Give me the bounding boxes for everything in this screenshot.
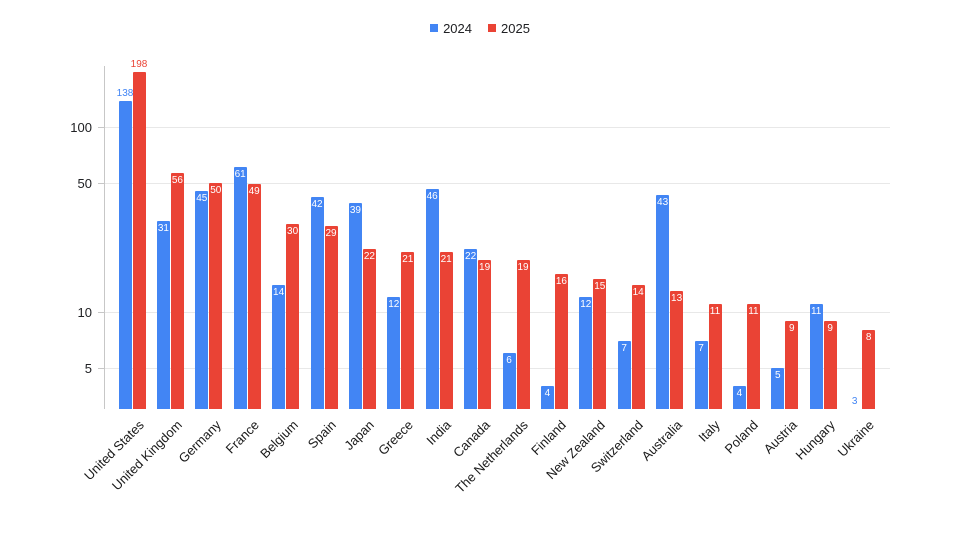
chart-legend: 2024 2025 xyxy=(0,20,960,36)
bar-2024-Hungary[interactable] xyxy=(809,304,823,409)
bar-2024-United Kingdom[interactable] xyxy=(156,221,170,409)
bar-2024-Austria[interactable] xyxy=(771,367,785,409)
bar-2025-Italy[interactable] xyxy=(708,304,722,409)
bar-2025-Germany[interactable] xyxy=(209,182,223,409)
bar-2024-Germany[interactable] xyxy=(195,191,209,409)
bar-2024-Belgium[interactable] xyxy=(272,285,286,409)
bar-2025-Switzerland[interactable] xyxy=(631,285,645,409)
bar-2025-France[interactable] xyxy=(247,184,261,409)
bar-2024-Finland[interactable] xyxy=(540,385,554,409)
bar-value-2025-United States: 198 xyxy=(130,58,148,70)
bar-2025-United States[interactable] xyxy=(132,71,146,409)
gridline-5 xyxy=(104,367,890,369)
legend-swatch-2024 xyxy=(430,24,439,32)
gridline-50 xyxy=(104,182,890,184)
y-tick-mark-5 xyxy=(98,367,104,369)
gridline-100 xyxy=(104,126,890,128)
bar-2025-New Zealand[interactable] xyxy=(593,279,607,409)
bar-2024-United States[interactable] xyxy=(118,100,132,409)
bar-2025-Hungary[interactable] xyxy=(823,320,837,409)
bar-2024-Italy[interactable] xyxy=(694,340,708,409)
y-tick-mark-10 xyxy=(98,312,104,314)
legend-item-2025[interactable]: 2025 xyxy=(488,21,530,36)
bar-2024-Spain[interactable] xyxy=(310,196,324,409)
bar-2025-Austria[interactable] xyxy=(785,320,799,409)
bar-2025-Canada[interactable] xyxy=(478,260,492,409)
bar-2025-Greece[interactable] xyxy=(401,252,415,409)
y-tick-label-50: 50 xyxy=(77,175,92,191)
bar-2024-Canada[interactable] xyxy=(464,248,478,409)
bar-2025-United Kingdom[interactable] xyxy=(170,173,184,409)
bar-2025-Poland[interactable] xyxy=(746,304,760,409)
bar-2024-India[interactable] xyxy=(425,189,439,409)
y-tick-label-5: 5 xyxy=(84,360,92,376)
bar-2024-Poland[interactable] xyxy=(732,385,746,409)
legend-label: 2024 xyxy=(443,20,472,36)
bar-2025-Ukraine[interactable] xyxy=(862,330,876,409)
y-tick-mark-50 xyxy=(98,182,104,184)
legend-item-2024[interactable]: 2024 xyxy=(430,21,472,36)
legend-label: 2025 xyxy=(501,20,530,36)
gridline-10 xyxy=(104,312,890,314)
y-tick-mark-100 xyxy=(98,126,104,128)
bar-2025-Belgium[interactable] xyxy=(286,223,300,409)
bar-2024-Switzerland[interactable] xyxy=(617,340,631,409)
bar-2025-Finland[interactable] xyxy=(554,274,568,409)
bar-2024-The Netherlands[interactable] xyxy=(502,353,516,409)
bar-2025-Japan[interactable] xyxy=(362,248,376,409)
y-tick-label-100: 100 xyxy=(70,119,92,135)
bar-2024-France[interactable] xyxy=(233,166,247,409)
bar-2024-Japan[interactable] xyxy=(348,202,362,409)
legend-swatch-2025 xyxy=(488,24,496,32)
bar-2025-Australia[interactable] xyxy=(670,290,684,409)
y-tick-label-10: 10 xyxy=(77,305,92,321)
bar-2024-Australia[interactable] xyxy=(656,194,670,409)
bar-2024-Greece[interactable] xyxy=(387,297,401,409)
bar-2025-Spain[interactable] xyxy=(324,226,338,409)
bar-2025-India[interactable] xyxy=(439,252,453,409)
bar-2025-The Netherlands[interactable] xyxy=(516,260,530,409)
bar-2024-New Zealand[interactable] xyxy=(579,297,593,409)
y-axis-line xyxy=(104,66,105,409)
